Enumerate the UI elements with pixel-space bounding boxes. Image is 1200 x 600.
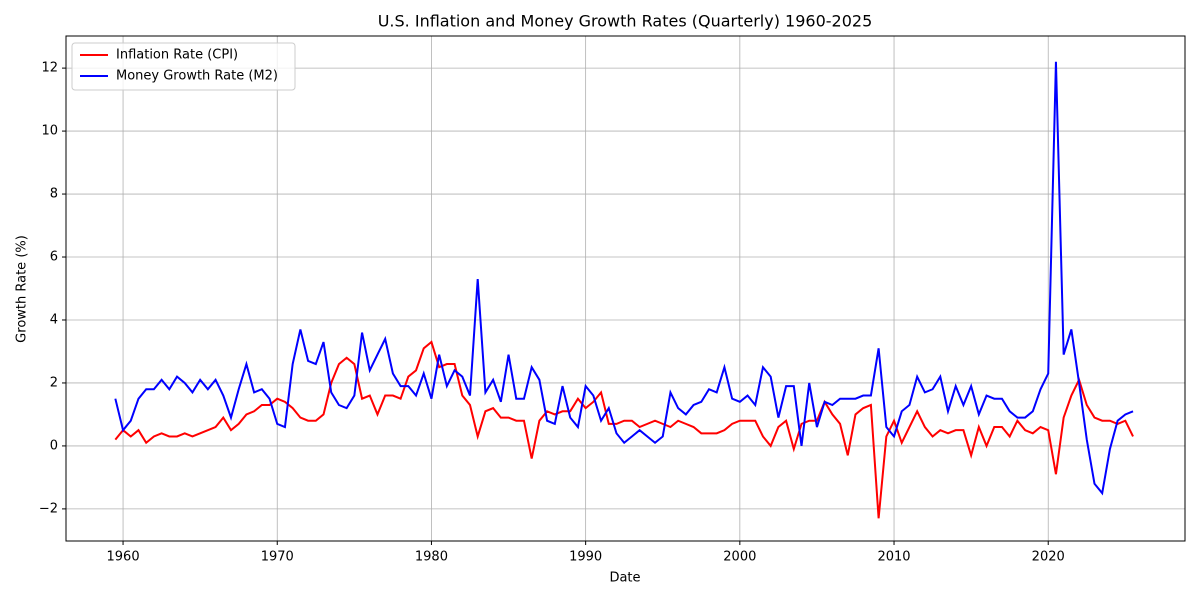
plot-frame — [65, 35, 1186, 542]
legend-box — [71, 42, 296, 91]
y-tick-label: 10 — [41, 124, 58, 139]
x-tick-label: 2010 — [877, 550, 910, 565]
legend-label: Money Growth Rate (M2) — [116, 69, 278, 84]
legend: Inflation Rate (CPI) Money Growth Rate (M… — [71, 42, 296, 91]
y-tick-label: 8 — [50, 187, 58, 202]
x-tick-label: 2000 — [723, 550, 756, 565]
y-tick-label: 0 — [50, 438, 58, 453]
x-tick-label: 1960 — [107, 550, 140, 565]
data-line — [114, 61, 1134, 496]
y-tick-label: 6 — [50, 250, 58, 265]
x-tick-label: 1980 — [415, 550, 448, 565]
x-tick-label: 2020 — [1032, 550, 1065, 565]
chart-title: U.S. Inflation and Money Growth Rates (Q… — [378, 12, 873, 31]
y-axis-label: Growth Rate (%) — [15, 235, 30, 343]
y-tick-label: −2 — [39, 501, 58, 516]
x-tick-label: 1990 — [569, 550, 602, 565]
x-axis-label: Date — [609, 571, 640, 586]
x-tick-label: 1970 — [261, 550, 294, 565]
y-tick-label: 2 — [50, 375, 58, 390]
data-line — [114, 340, 1134, 519]
y-tick-label: 12 — [41, 61, 58, 76]
y-tick-label: 4 — [50, 312, 58, 327]
legend-label: Inflation Rate (CPI) — [116, 48, 238, 63]
